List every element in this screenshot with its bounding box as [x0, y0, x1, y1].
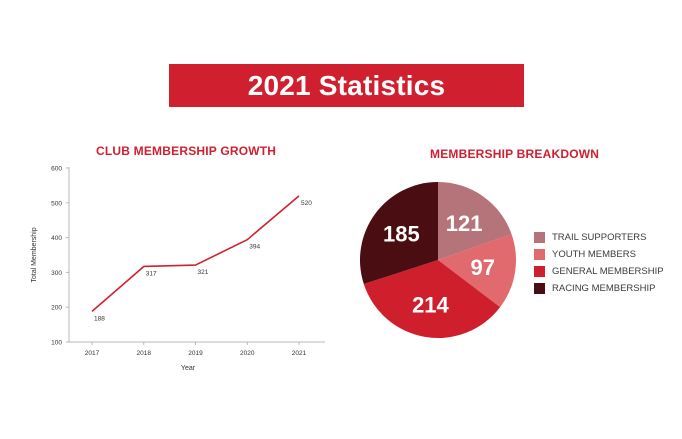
- x-tick-label: 2021: [292, 350, 307, 357]
- pie-slice-label: 121: [446, 211, 483, 236]
- pie-slice: [438, 182, 512, 260]
- legend-label: RACING MEMBERSHIP: [552, 283, 656, 294]
- y-tick-label: 200: [51, 305, 62, 312]
- legend-item: YOUTH MEMBERS: [534, 246, 674, 263]
- pie-chart-title: MEMBERSHIP BREAKDOWN: [430, 147, 600, 161]
- y-axis-label: Total Membership: [31, 227, 38, 282]
- pie-slice: [438, 234, 517, 308]
- y-tick-label: 600: [51, 166, 62, 173]
- legend-swatch: [534, 266, 545, 277]
- x-tick-label: 2019: [188, 350, 203, 357]
- y-tick-label: 300: [51, 270, 62, 277]
- x-axis-label: Year: [181, 365, 196, 372]
- pie-slice: [363, 260, 501, 339]
- y-tick-label: 100: [51, 340, 62, 347]
- page-title: 2021 Statistics: [247, 69, 446, 101]
- pie-legend: TRAIL SUPPORTERS YOUTH MEMBERS GENERAL MEM…: [534, 229, 674, 297]
- legend-item: GENERAL MEMBERSHIP: [534, 263, 674, 280]
- legend-swatch: [534, 249, 545, 260]
- y-tick-label: 500: [51, 200, 62, 207]
- legend-swatch: [534, 283, 545, 294]
- data-point-label: 520: [301, 200, 312, 207]
- x-tick-label: 2020: [240, 350, 255, 357]
- pie-slice-label: 97: [470, 255, 494, 280]
- legend-swatch: [534, 232, 545, 243]
- membership-series-line: [91, 195, 300, 312]
- data-point-label: 188: [94, 315, 105, 322]
- pie-slice: [360, 182, 438, 285]
- x-tick-label: 2018: [137, 350, 152, 357]
- y-tick-label: 400: [51, 235, 62, 242]
- legend-label: TRAIL SUPPORTERS: [552, 232, 647, 243]
- legend-label: GENERAL MEMBERSHIP: [552, 266, 664, 277]
- data-point-label: 321: [198, 269, 209, 276]
- legend-item: TRAIL SUPPORTERS: [534, 229, 674, 246]
- data-point-label: 394: [249, 244, 260, 251]
- x-tick-label: 2017: [85, 350, 100, 357]
- pie-slice-label: 185: [383, 221, 420, 246]
- legend-label: YOUTH MEMBERS: [552, 249, 636, 260]
- line-chart-title: CLUB MEMBERSHIP GROWTH: [96, 144, 277, 158]
- data-point-label: 317: [146, 270, 157, 277]
- title-banner: 2021 Statistics: [169, 64, 524, 107]
- legend-item: RACING MEMBERSHIP: [534, 280, 674, 297]
- pie-slice-label: 214: [412, 293, 449, 318]
